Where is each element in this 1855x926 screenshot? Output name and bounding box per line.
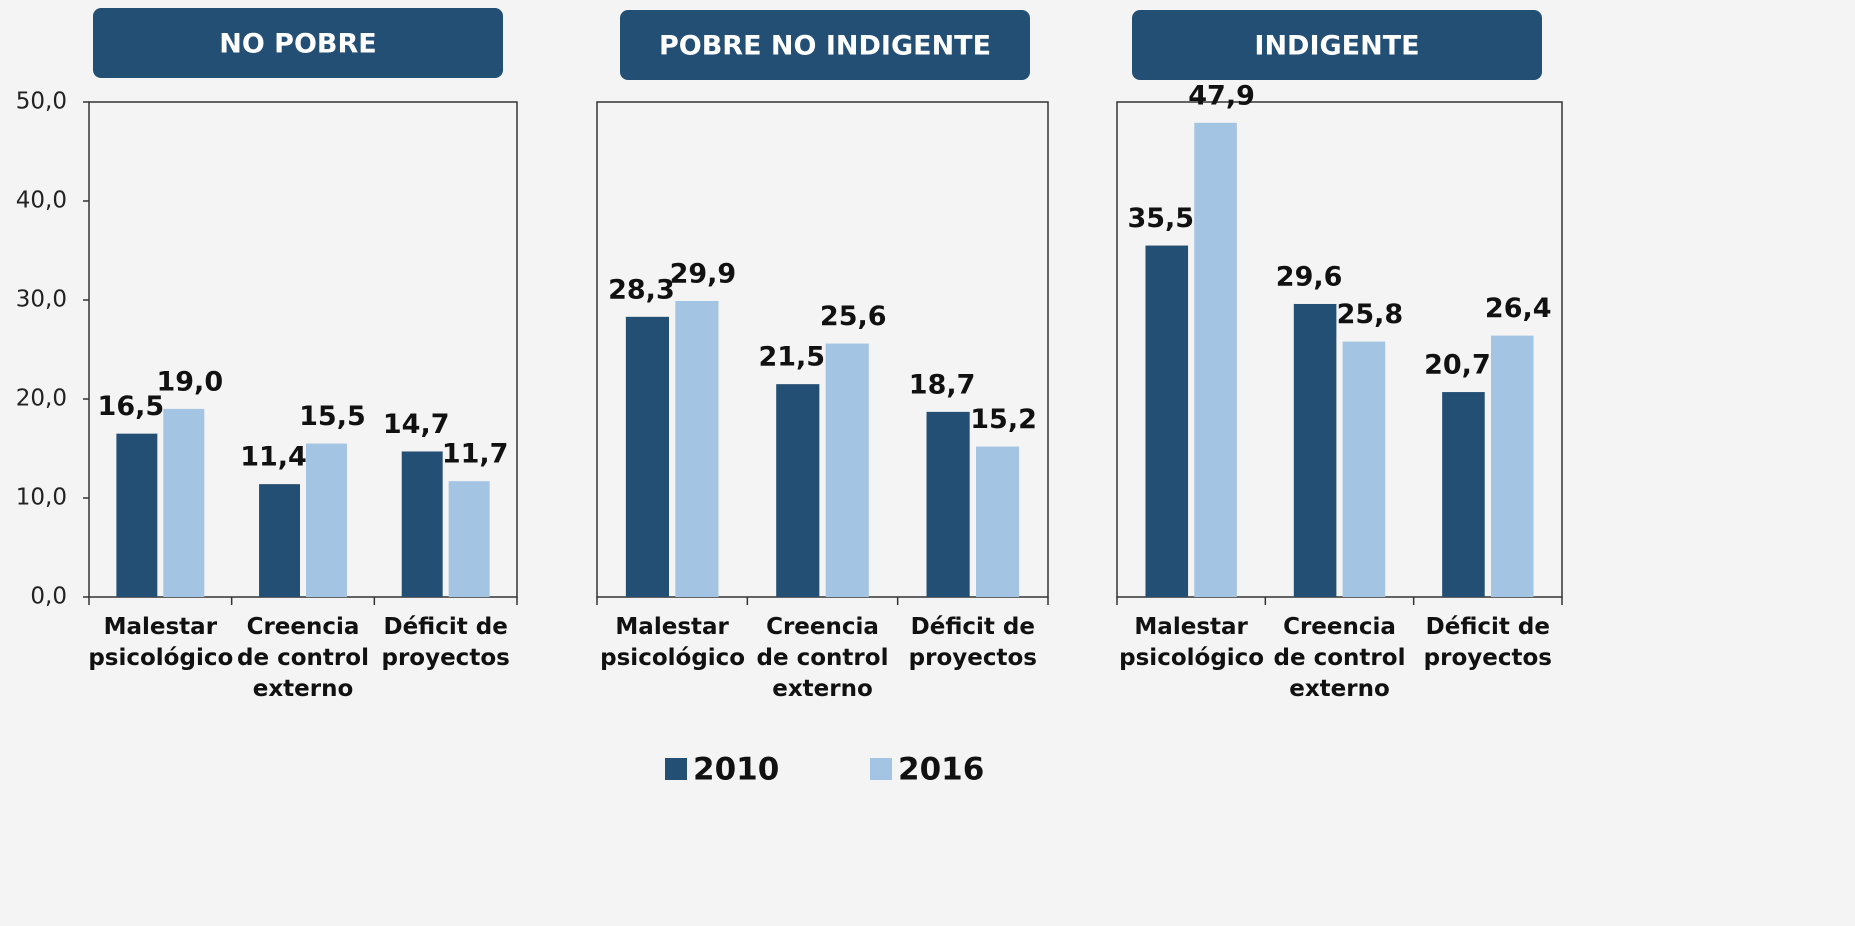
x-tick-label: Malestar psicológico: [600, 614, 746, 671]
x-tick-label: Creencia de control externo: [756, 614, 889, 702]
value-label: 20,7: [1424, 350, 1491, 381]
plot-frame: [88, 101, 518, 598]
x-tick-label: Creencia de control externo: [237, 614, 369, 702]
bar: [116, 433, 158, 597]
value-label: 15,2: [970, 404, 1037, 435]
bar: [625, 316, 670, 597]
title-box: [1132, 10, 1542, 80]
bar: [975, 446, 1020, 597]
title-box: [93, 8, 503, 78]
panel-title: INDIGENTE: [1254, 31, 1419, 62]
value-label: 21,5: [758, 342, 825, 373]
value-label: 15,5: [299, 401, 366, 432]
x-tick-label: Déficit de proyectos: [1423, 614, 1552, 671]
bar: [1293, 303, 1337, 597]
bar: [401, 451, 443, 597]
bar: [259, 484, 301, 597]
bar: [1194, 122, 1237, 597]
x-tick-label: Déficit de proyectos: [908, 614, 1037, 671]
value-label: 19,0: [156, 366, 223, 397]
x-tick-label: Malestar psicológico: [1119, 614, 1265, 671]
x-tick-label: Malestar psicológico: [88, 614, 234, 671]
value-label: 25,8: [1337, 299, 1404, 330]
title-box: [620, 10, 1030, 80]
x-tick-label: Creencia de control externo: [1273, 614, 1406, 702]
bar: [1145, 245, 1189, 598]
bar: [776, 384, 820, 597]
y-tick-label: 10,0: [16, 485, 67, 511]
bar: [825, 343, 869, 597]
value-label: 28,3: [608, 274, 675, 305]
value-label: 18,7: [909, 369, 976, 400]
y-tick-label: 50,0: [16, 89, 67, 115]
value-label: 29,6: [1276, 261, 1343, 292]
value-label: 11,4: [240, 442, 307, 473]
bar: [675, 300, 719, 597]
legend-label: 2010: [693, 752, 779, 788]
panel-title: POBRE NO INDIGENTE: [659, 31, 991, 62]
value-label: 35,5: [1127, 203, 1194, 234]
legend-label: 2016: [898, 752, 984, 788]
bar: [448, 481, 490, 597]
bar: [1342, 341, 1386, 597]
y-tick-label: 0,0: [30, 584, 67, 610]
value-label: 14,7: [383, 409, 450, 440]
bar: [926, 411, 970, 597]
panel-title: NO POBRE: [219, 29, 377, 60]
value-label: 26,4: [1485, 293, 1552, 324]
bar: [1442, 392, 1485, 597]
y-tick-label: 40,0: [16, 188, 67, 214]
plot-frame: [596, 101, 1049, 598]
bar: [163, 408, 205, 597]
legend-swatch: [665, 758, 687, 780]
value-label: 47,9: [1188, 80, 1255, 111]
value-label: 29,9: [670, 258, 737, 289]
value-label: 16,5: [98, 391, 165, 422]
x-tick-label: Déficit de proyectos: [381, 614, 510, 671]
plot-frame: [1116, 101, 1563, 598]
y-tick-label: 20,0: [16, 386, 67, 412]
legend-swatch: [870, 758, 892, 780]
bar: [305, 443, 347, 597]
value-label: 25,6: [820, 301, 887, 332]
value-label: 11,7: [442, 439, 509, 470]
bar: [1490, 335, 1534, 597]
y-tick-label: 30,0: [16, 287, 67, 313]
